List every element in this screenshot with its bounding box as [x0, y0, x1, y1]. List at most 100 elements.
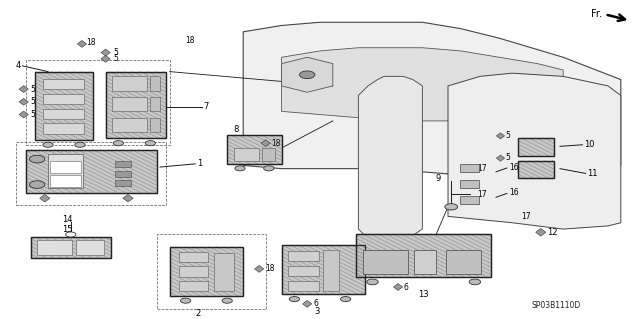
- Text: 16: 16: [509, 163, 518, 172]
- Bar: [115, 181, 131, 186]
- Text: 9: 9: [435, 174, 440, 183]
- Bar: [150, 97, 160, 111]
- Polygon shape: [77, 41, 86, 47]
- Bar: [26, 61, 170, 145]
- Polygon shape: [243, 22, 621, 178]
- Text: 15: 15: [62, 225, 73, 234]
- Text: 4: 4: [16, 61, 21, 70]
- Bar: [31, 237, 111, 258]
- Polygon shape: [19, 98, 28, 105]
- Bar: [227, 135, 282, 164]
- Bar: [48, 154, 83, 188]
- Bar: [112, 118, 147, 132]
- Bar: [157, 234, 266, 309]
- Bar: [262, 148, 275, 161]
- Bar: [460, 180, 479, 188]
- Bar: [288, 251, 319, 261]
- Bar: [35, 71, 93, 140]
- Bar: [16, 142, 166, 205]
- Bar: [356, 234, 491, 277]
- Text: 10: 10: [584, 140, 594, 149]
- Polygon shape: [282, 57, 333, 92]
- Bar: [179, 266, 208, 277]
- Circle shape: [469, 279, 481, 285]
- Circle shape: [340, 297, 351, 302]
- Text: 18: 18: [266, 264, 275, 273]
- Polygon shape: [497, 155, 504, 161]
- Bar: [112, 97, 147, 111]
- Text: 18: 18: [271, 139, 281, 148]
- Circle shape: [75, 142, 85, 147]
- Polygon shape: [536, 228, 546, 236]
- Circle shape: [445, 204, 458, 210]
- Text: 11: 11: [587, 169, 597, 178]
- Circle shape: [235, 166, 245, 171]
- Bar: [288, 266, 319, 276]
- Bar: [518, 138, 554, 156]
- Bar: [446, 250, 481, 274]
- Bar: [518, 161, 554, 178]
- Text: 18: 18: [186, 36, 195, 45]
- Bar: [112, 76, 147, 91]
- Polygon shape: [101, 56, 110, 62]
- Text: 6: 6: [314, 299, 319, 308]
- Polygon shape: [448, 73, 621, 229]
- Bar: [282, 245, 365, 294]
- Bar: [179, 281, 208, 291]
- Text: 2: 2: [196, 309, 201, 318]
- Polygon shape: [303, 300, 312, 307]
- Circle shape: [43, 142, 53, 147]
- Text: 1: 1: [197, 160, 202, 168]
- Polygon shape: [394, 284, 403, 290]
- Polygon shape: [19, 111, 28, 118]
- Bar: [150, 76, 160, 91]
- Text: 5: 5: [506, 131, 511, 140]
- Text: 14: 14: [62, 215, 73, 224]
- Bar: [363, 250, 408, 274]
- Bar: [518, 161, 554, 178]
- Text: 18: 18: [86, 39, 96, 48]
- Circle shape: [65, 232, 76, 237]
- Bar: [460, 196, 479, 204]
- Text: 8: 8: [234, 125, 239, 134]
- Text: 6: 6: [403, 283, 408, 292]
- Bar: [106, 71, 166, 138]
- Bar: [26, 150, 157, 192]
- Bar: [43, 93, 84, 104]
- Bar: [414, 250, 436, 274]
- Text: 17: 17: [477, 164, 486, 173]
- Text: 3: 3: [314, 307, 319, 316]
- Text: 5: 5: [31, 85, 36, 93]
- Bar: [234, 148, 259, 161]
- Polygon shape: [40, 194, 50, 202]
- Polygon shape: [101, 49, 110, 56]
- Bar: [43, 123, 84, 134]
- Text: 13: 13: [419, 290, 429, 299]
- Bar: [214, 253, 234, 291]
- Text: 5: 5: [506, 153, 511, 162]
- Text: 5: 5: [31, 110, 36, 119]
- Bar: [170, 247, 243, 296]
- Bar: [35, 71, 93, 140]
- Bar: [43, 78, 84, 89]
- Bar: [356, 234, 491, 277]
- Bar: [115, 161, 131, 167]
- Bar: [518, 138, 554, 156]
- Bar: [288, 281, 319, 291]
- Bar: [512, 132, 560, 183]
- Text: 12: 12: [547, 228, 557, 237]
- Circle shape: [264, 166, 274, 171]
- Text: 7: 7: [204, 102, 209, 111]
- Text: 5: 5: [113, 48, 118, 57]
- Text: 5: 5: [113, 54, 118, 63]
- Polygon shape: [123, 194, 133, 202]
- Circle shape: [145, 141, 156, 146]
- Bar: [282, 245, 365, 294]
- Polygon shape: [358, 76, 422, 242]
- Text: SP03B1110D: SP03B1110D: [531, 301, 580, 310]
- Bar: [227, 135, 282, 164]
- Circle shape: [222, 298, 232, 303]
- Text: Fr.: Fr.: [591, 9, 602, 19]
- Bar: [43, 108, 84, 119]
- Bar: [460, 164, 479, 172]
